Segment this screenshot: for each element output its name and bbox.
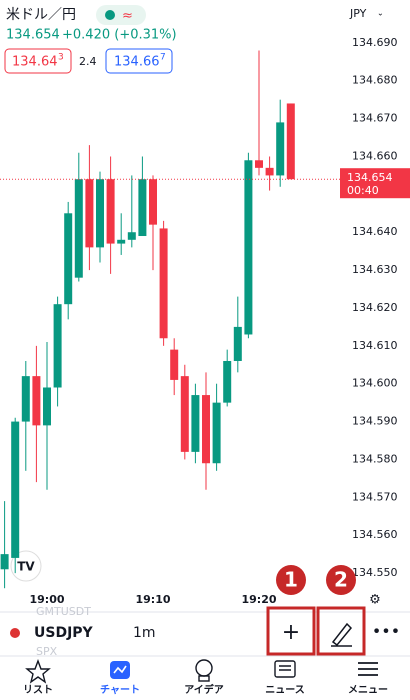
candle-body [85,179,94,248]
candle-body [180,376,189,452]
tab-icon-line [113,665,127,674]
candle-body [170,349,179,380]
candle-body [212,402,221,464]
candle-body [0,554,9,570]
x-tick-label: 19:00 [29,593,64,606]
tab-icon [358,662,378,676]
badge-text: 2 [334,568,348,592]
y-tick-label: 134.670 [352,112,398,125]
symbol: 米ドル／円 [6,7,76,23]
faded-bottom: SPX [36,645,58,658]
candle-body [106,179,115,244]
candle-body [53,304,62,388]
y-tick-label: 134.570 [352,490,398,503]
ticker[interactable]: USDJPY [34,625,94,641]
x-tick-label: 19:20 [241,593,276,606]
candle-body [21,376,30,422]
more-button[interactable]: ••• [372,622,400,641]
candle-body [159,228,168,339]
candle-body [117,239,126,244]
x-tick-label: 19:10 [135,593,170,606]
candle-body [149,179,157,225]
price: 134.654 [6,28,60,43]
currency-caret: ⌄ [377,9,384,18]
highlight-box [316,606,366,656]
last-price-label: 134.654 [347,171,393,184]
candle-body [276,122,285,176]
badge [276,565,306,595]
countdown: 00:40 [347,184,379,197]
highlight-box [266,606,316,656]
bid-pip: 3 [58,53,64,63]
y-tick-label: 134.680 [352,74,398,87]
ask-pip: 7 [160,53,166,63]
draw-button[interactable] [331,622,353,647]
candle-body [255,160,263,168]
tab-icon [195,659,213,677]
candle-body [74,179,83,278]
candle-body [96,179,104,248]
y-tick-label: 134.640 [352,225,398,238]
change: +0.420 (+0.31%) [62,28,177,43]
tab-label[interactable]: アイデア [184,683,224,696]
y-tick-label: 134.610 [352,339,398,352]
y-tick-label: 134.560 [352,528,398,541]
y-tick-label: 134.550 [352,566,398,579]
tab-label[interactable]: リスト [23,684,53,696]
currency[interactable]: JPY [349,7,367,20]
candle-body [223,360,232,403]
candle-body [191,395,200,452]
y-tick-label: 134.660 [352,149,398,162]
faded-top: GMTUSDT [36,605,91,618]
bid-box[interactable] [4,48,72,74]
bid: 134.64 [12,55,58,70]
y-tick-label: 134.630 [352,263,398,276]
logo-text: TV [17,560,35,574]
tab-icon [198,675,210,682]
tab-label[interactable]: メニュー [348,684,388,696]
flag [10,628,20,638]
interval[interactable]: 1m [133,625,156,641]
badge [326,565,356,595]
candle-body [233,326,242,361]
ask: 134.66 [114,55,160,70]
y-tick-label: 134.590 [352,415,398,428]
y-tick-label: 134.600 [352,377,398,390]
candle-body [265,167,274,176]
y-tick-label: 134.580 [352,452,398,465]
tab-label[interactable]: チャート [100,684,140,696]
last-price-tag [340,168,410,199]
add-button[interactable]: + [282,620,300,645]
tab-label[interactable]: ニュース [265,684,305,696]
status-pill [96,5,146,25]
candle-body [64,213,73,305]
badge-text: 1 [284,568,298,592]
status-icon: ≈ [122,9,133,24]
tab-icon-line [279,665,291,671]
y-tick-label: 134.690 [352,36,398,49]
candle-body [43,387,51,426]
spread: 2.4 [79,55,97,68]
candle-body [32,376,41,426]
tab-icon [25,659,51,684]
candle-body [202,395,210,464]
candle-body [286,103,295,180]
logo [10,550,42,582]
ask-box[interactable] [105,48,173,74]
y-tick-label: 134.620 [352,301,398,314]
status-dot [105,10,115,20]
candle-body [138,179,147,237]
tab-icon [274,660,296,678]
candle-body [244,160,253,335]
candle-body [127,232,136,240]
candle-body [11,421,20,558]
settings-icon: ⚙ [369,593,381,608]
